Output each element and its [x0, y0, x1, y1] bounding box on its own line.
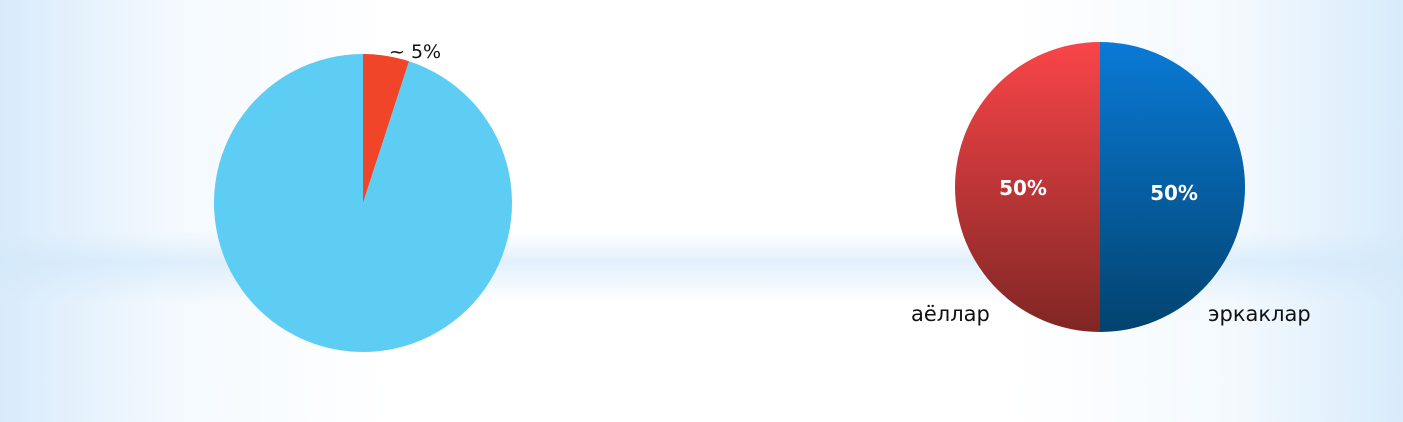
data-label-women: 50%: [999, 176, 1047, 200]
pie-slice-large: [214, 54, 513, 353]
pie-annotation-approx-5: ~ 5%: [389, 41, 441, 63]
data-label-men: 50%: [1150, 181, 1198, 205]
legend-label-women: аёллар: [911, 302, 990, 326]
pie-slice-women: [955, 42, 1100, 332]
pie-chart-share: [214, 54, 513, 353]
pie-slice-small: [363, 54, 410, 203]
pie-chart-gender: [955, 42, 1245, 332]
legend-label-men: эркаклар: [1208, 302, 1311, 326]
pie-slice-men: [1100, 42, 1245, 332]
